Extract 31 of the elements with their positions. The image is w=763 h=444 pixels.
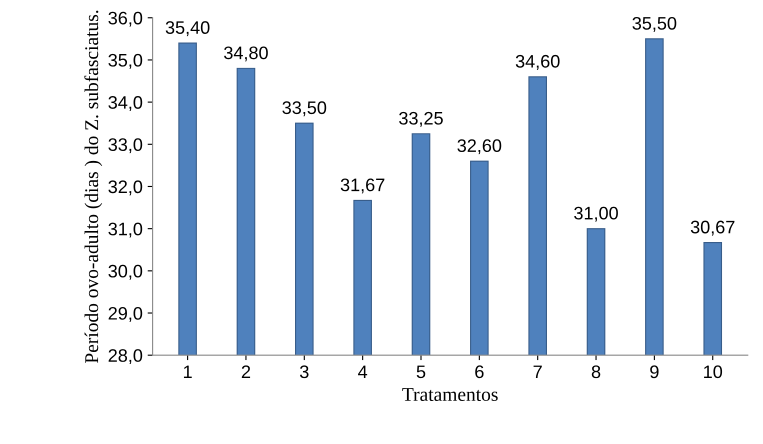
y-tick-label: 30,0	[108, 264, 142, 280]
y-tick-label: 31,0	[108, 222, 142, 238]
x-tick-label: 10	[704, 365, 722, 378]
data-label: 31,00	[574, 206, 618, 222]
x-tick-label: 7	[534, 366, 542, 378]
y-axis-title: Período ovo-adulto (dias ) do Z. subfasciatus.	[84, 10, 102, 364]
x-tick-label: 8	[592, 365, 600, 378]
data-label: 30,67	[690, 220, 734, 236]
data-label: 33,25	[399, 112, 443, 127]
x-tick-label: 3	[300, 365, 309, 378]
x-tick-label: 4	[358, 366, 368, 378]
data-label: 34,80	[224, 46, 268, 62]
y-tick-label: 35,0	[108, 54, 142, 69]
data-label: 35,40	[166, 21, 210, 36]
y-tick-label: 36,0	[108, 12, 142, 27]
data-label: 35,50	[632, 16, 676, 32]
y-tick-label: 34,0	[108, 96, 142, 111]
x-tick-label: 6	[475, 365, 484, 378]
x-axis-title: Tratamentos	[402, 388, 498, 401]
x-tick-label: 9	[650, 365, 659, 378]
y-tick-label: 32,0	[108, 180, 142, 196]
y-tick-label: 28,0	[108, 349, 142, 364]
x-tick-label: 5	[416, 366, 426, 378]
data-label: 31,67	[340, 178, 384, 194]
x-tick-label: 1	[184, 366, 192, 378]
data-label: 34,60	[516, 54, 560, 70]
y-tick-label: 33,0	[108, 138, 142, 154]
data-label: 32,60	[457, 139, 502, 154]
y-tick-label: 29,0	[108, 306, 142, 322]
x-tick-label: 2	[242, 365, 250, 378]
data-label: 33,50	[282, 101, 326, 116]
